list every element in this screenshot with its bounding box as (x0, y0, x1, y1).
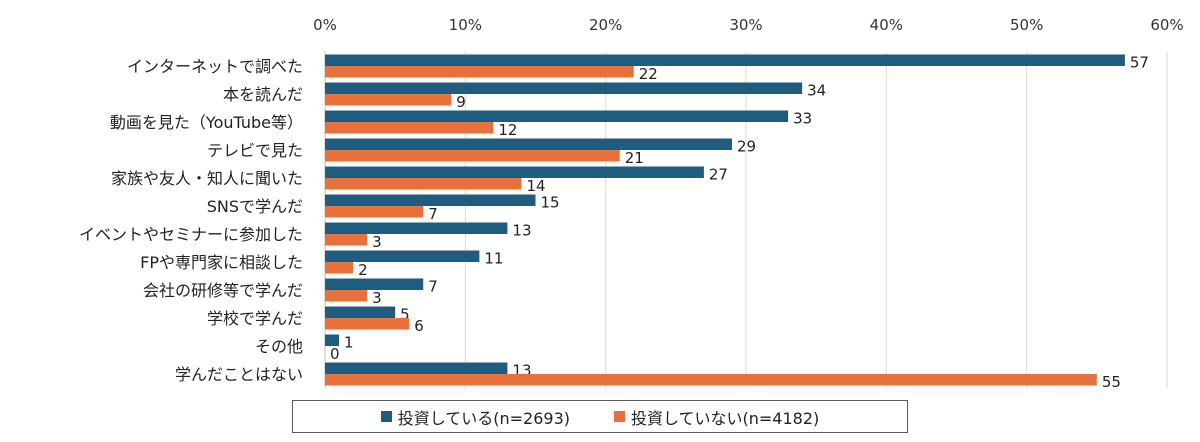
data-label-not-investing: 55 (1102, 373, 1121, 391)
category-label: 動画を見た（YouTube等） (110, 113, 303, 132)
data-label-investing: 1 (344, 333, 354, 351)
data-label-not-investing: 0 (330, 345, 340, 363)
data-label-not-investing: 14 (526, 177, 545, 195)
bar-investing (325, 166, 704, 178)
x-tick-label: 0% (313, 16, 337, 34)
data-label-investing: 29 (737, 137, 756, 155)
data-label-investing: 11 (484, 249, 503, 267)
data-label-investing: 7 (428, 277, 438, 295)
bar-not-investing (325, 374, 1097, 386)
bar-investing (325, 54, 1125, 66)
data-label-investing: 57 (1130, 53, 1149, 71)
bar-investing (325, 278, 424, 290)
category-label: 学んだことはない (175, 365, 303, 384)
bar-not-investing (325, 94, 452, 106)
data-label-not-investing: 6 (414, 317, 424, 335)
data-label-not-investing: 9 (456, 93, 466, 111)
bar-not-investing (325, 122, 494, 134)
data-label-investing: 15 (541, 193, 560, 211)
data-label-investing: 27 (709, 165, 728, 183)
legend-swatch-investing (380, 411, 392, 422)
x-tick-label: 30% (729, 16, 762, 34)
bar-investing (325, 110, 789, 122)
bar-investing (325, 362, 508, 374)
data-label-not-investing: 3 (372, 233, 382, 251)
bar-not-investing (325, 262, 354, 274)
data-label-not-investing: 7 (428, 205, 438, 223)
category-label: FPや専門家に相談した (140, 253, 303, 272)
data-label-investing: 34 (807, 81, 826, 99)
data-label-not-investing: 12 (498, 121, 517, 139)
bar-investing (325, 334, 340, 346)
category-label: その他 (255, 337, 303, 356)
data-label-investing: 33 (793, 109, 812, 127)
data-label-not-investing: 21 (625, 149, 644, 167)
bar-investing (325, 250, 480, 262)
bar-not-investing (325, 178, 522, 190)
x-tick-label: 40% (870, 16, 903, 34)
data-label-not-investing: 2 (358, 261, 368, 279)
bar-investing (325, 138, 732, 150)
category-label: 学校で学んだ (207, 309, 303, 328)
x-tick-label: 20% (589, 16, 622, 34)
bar-investing (325, 194, 536, 206)
category-label: 本を読んだ (223, 85, 303, 104)
bar-investing (325, 82, 803, 94)
data-label-investing: 13 (512, 221, 531, 239)
category-label: 家族や友人・知人に聞いた (111, 169, 303, 188)
category-label: インターネットで調べた (127, 57, 303, 76)
data-label-not-investing: 3 (372, 289, 382, 307)
x-tick-label: 60% (1150, 16, 1183, 34)
legend-label-investing: 投資している(n=2693) (397, 408, 570, 428)
x-tick-label: 10% (449, 16, 482, 34)
legend-item-not-investing: 投資していない(n=4182) (614, 405, 819, 429)
category-label: イベントやセミナーに参加した (79, 225, 303, 244)
legend-item-investing: 投資している(n=2693) (380, 405, 570, 429)
bar-not-investing (325, 234, 368, 246)
bar-not-investing (325, 150, 620, 162)
data-label-investing: 5 (400, 305, 410, 323)
bar-investing (325, 222, 508, 234)
x-tick-label: 50% (1010, 16, 1043, 34)
data-label-not-investing: 22 (639, 65, 658, 83)
category-label: SNSで学んだ (207, 197, 303, 216)
bar-investing (325, 306, 396, 318)
bar-not-investing (325, 318, 410, 330)
legend-swatch-not-investing (614, 411, 625, 422)
legend: 投資している(n=2693) 投資していない(n=4182) (292, 400, 908, 433)
legend-label-not-investing: 投資していない(n=4182) (631, 408, 820, 428)
category-label: 会社の研修等で学んだ (143, 281, 303, 300)
category-label: テレビで見た (207, 141, 303, 160)
bar-not-investing (325, 206, 424, 218)
bar-not-investing (325, 66, 634, 78)
bar-not-investing (325, 290, 368, 302)
